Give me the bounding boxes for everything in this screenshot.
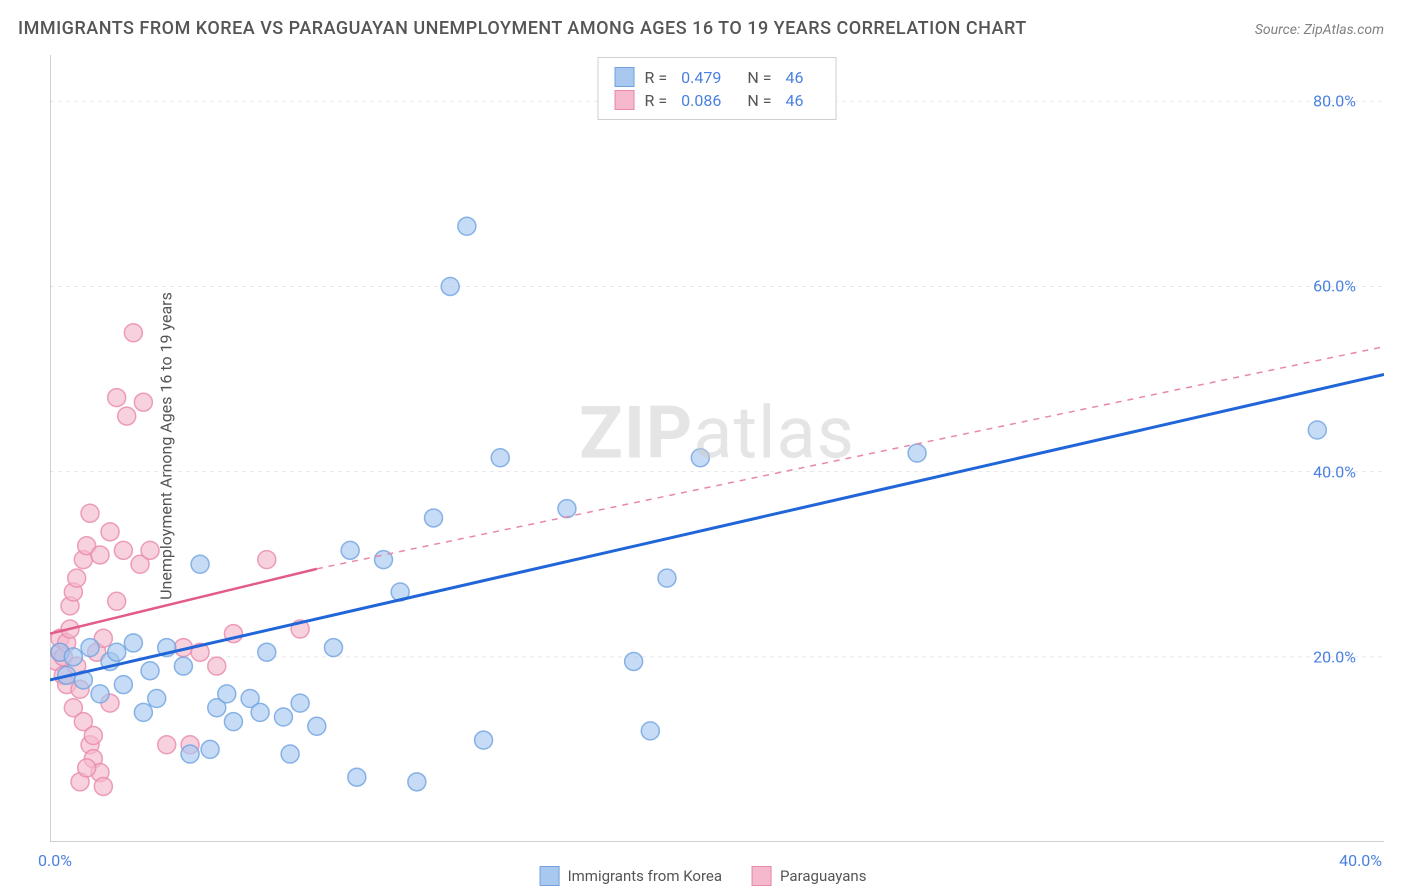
r-label: R = [645, 91, 668, 110]
legend-stats-row: R = 0.479 N = 46 [615, 67, 820, 87]
n-label: N = [747, 68, 771, 87]
chart-title: IMMIGRANTS FROM KOREA VS PARAGUAYAN UNEM… [18, 18, 1027, 39]
legend-swatch [752, 866, 772, 886]
n-label: N = [747, 91, 771, 110]
r-value: 0.479 [681, 68, 721, 87]
r-value: 0.086 [681, 91, 721, 110]
n-value: 46 [785, 68, 803, 87]
y-tick-label: 20.0% [1313, 647, 1356, 666]
legend-series: Immigrants from Korea Paraguayans [540, 866, 867, 886]
legend-series-item: Paraguayans [752, 866, 866, 886]
legend-swatch [540, 866, 560, 886]
legend-stats: R = 0.479 N = 46 R = 0.086 N = 46 [598, 57, 837, 120]
scatter-plot [50, 55, 1384, 842]
legend-series-item: Immigrants from Korea [540, 866, 722, 886]
x-tick-label: 0.0% [38, 851, 72, 870]
legend-series-label: Immigrants from Korea [568, 867, 722, 885]
n-value: 46 [785, 91, 803, 110]
x-tick-label: 40.0% [1339, 851, 1382, 870]
y-tick-label: 60.0% [1313, 277, 1356, 296]
y-tick-label: 80.0% [1313, 92, 1356, 111]
legend-series-label: Paraguayans [780, 867, 866, 885]
legend-swatch [615, 90, 635, 110]
legend-swatch [615, 67, 635, 87]
source-label: Source: ZipAtlas.com [1255, 22, 1384, 38]
legend-stats-row: R = 0.086 N = 46 [615, 90, 820, 110]
chart-area: ZIPatlas R = 0.479 N = 46 R = 0.086 N = … [50, 55, 1384, 842]
r-label: R = [645, 68, 668, 87]
y-tick-label: 40.0% [1313, 462, 1356, 481]
